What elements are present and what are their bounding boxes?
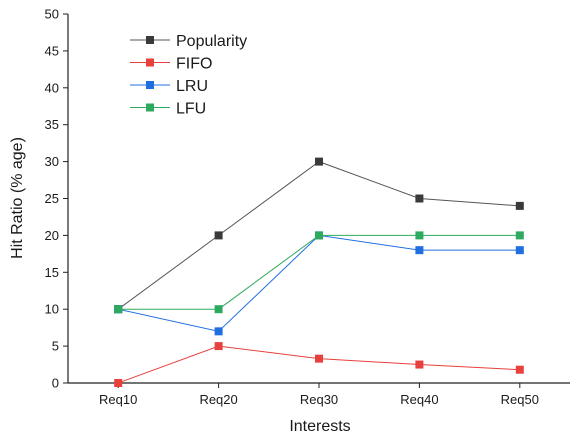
data-point (114, 305, 123, 314)
data-point (515, 365, 524, 374)
data-point (515, 246, 524, 255)
data-point (315, 231, 323, 240)
legend-marker (146, 58, 154, 67)
x-tick-label: Req20 (199, 392, 237, 407)
legend-item: LFU (130, 101, 206, 118)
x-tick-label: Req40 (400, 392, 438, 407)
series-line (118, 345, 520, 384)
data-point (214, 342, 223, 351)
y-tick-label: 10 (45, 302, 59, 317)
legend-item: Popularity (130, 33, 247, 50)
x-tick-label: Req10 (99, 392, 137, 407)
y-tick-label: 15 (45, 265, 59, 280)
legend-marker (146, 81, 154, 89)
data-point (415, 246, 424, 255)
y-tick-label: 50 (45, 7, 59, 22)
x-tick-label: Req50 (501, 392, 539, 407)
series-line (118, 234, 520, 310)
data-point (515, 231, 524, 240)
y-tick-label: 35 (45, 117, 59, 132)
series-line (118, 234, 520, 332)
legend-marker (146, 36, 154, 44)
y-tick-label: 20 (45, 228, 59, 243)
y-tick-label: 40 (45, 80, 59, 95)
data-point (114, 379, 123, 387)
data-point (315, 157, 323, 166)
data-point (214, 305, 223, 314)
legend-marker (146, 103, 154, 112)
y-tick-label: 25 (45, 191, 59, 206)
data-point (315, 354, 323, 363)
series-lru (114, 231, 524, 336)
data-point (214, 327, 223, 336)
data-point (415, 360, 424, 369)
x-axis-title: Interests (289, 418, 350, 435)
legend-label: FIFO (176, 56, 212, 73)
y-tick-label: 45 (45, 43, 59, 58)
series-fifo (114, 342, 524, 387)
legend-label: LFU (176, 101, 206, 118)
data-point (214, 231, 223, 240)
legend-item: FIFO (130, 56, 212, 73)
data-point (415, 194, 424, 203)
y-tick-label: 0 (52, 376, 59, 391)
y-tick-label: 5 (52, 339, 59, 354)
data-point (515, 201, 524, 210)
data-point (415, 231, 424, 240)
y-tick-label: 30 (45, 154, 59, 169)
legend: Popularity FIFO LRU LFU (130, 33, 247, 118)
legend-label: LRU (176, 78, 208, 95)
legend-item: LRU (130, 78, 208, 95)
y-axis-title: Hit Ratio (% age) (9, 137, 26, 259)
x-tick-label: Req30 (300, 392, 338, 407)
legend-label: Popularity (176, 33, 247, 50)
series-lfu (114, 231, 524, 314)
